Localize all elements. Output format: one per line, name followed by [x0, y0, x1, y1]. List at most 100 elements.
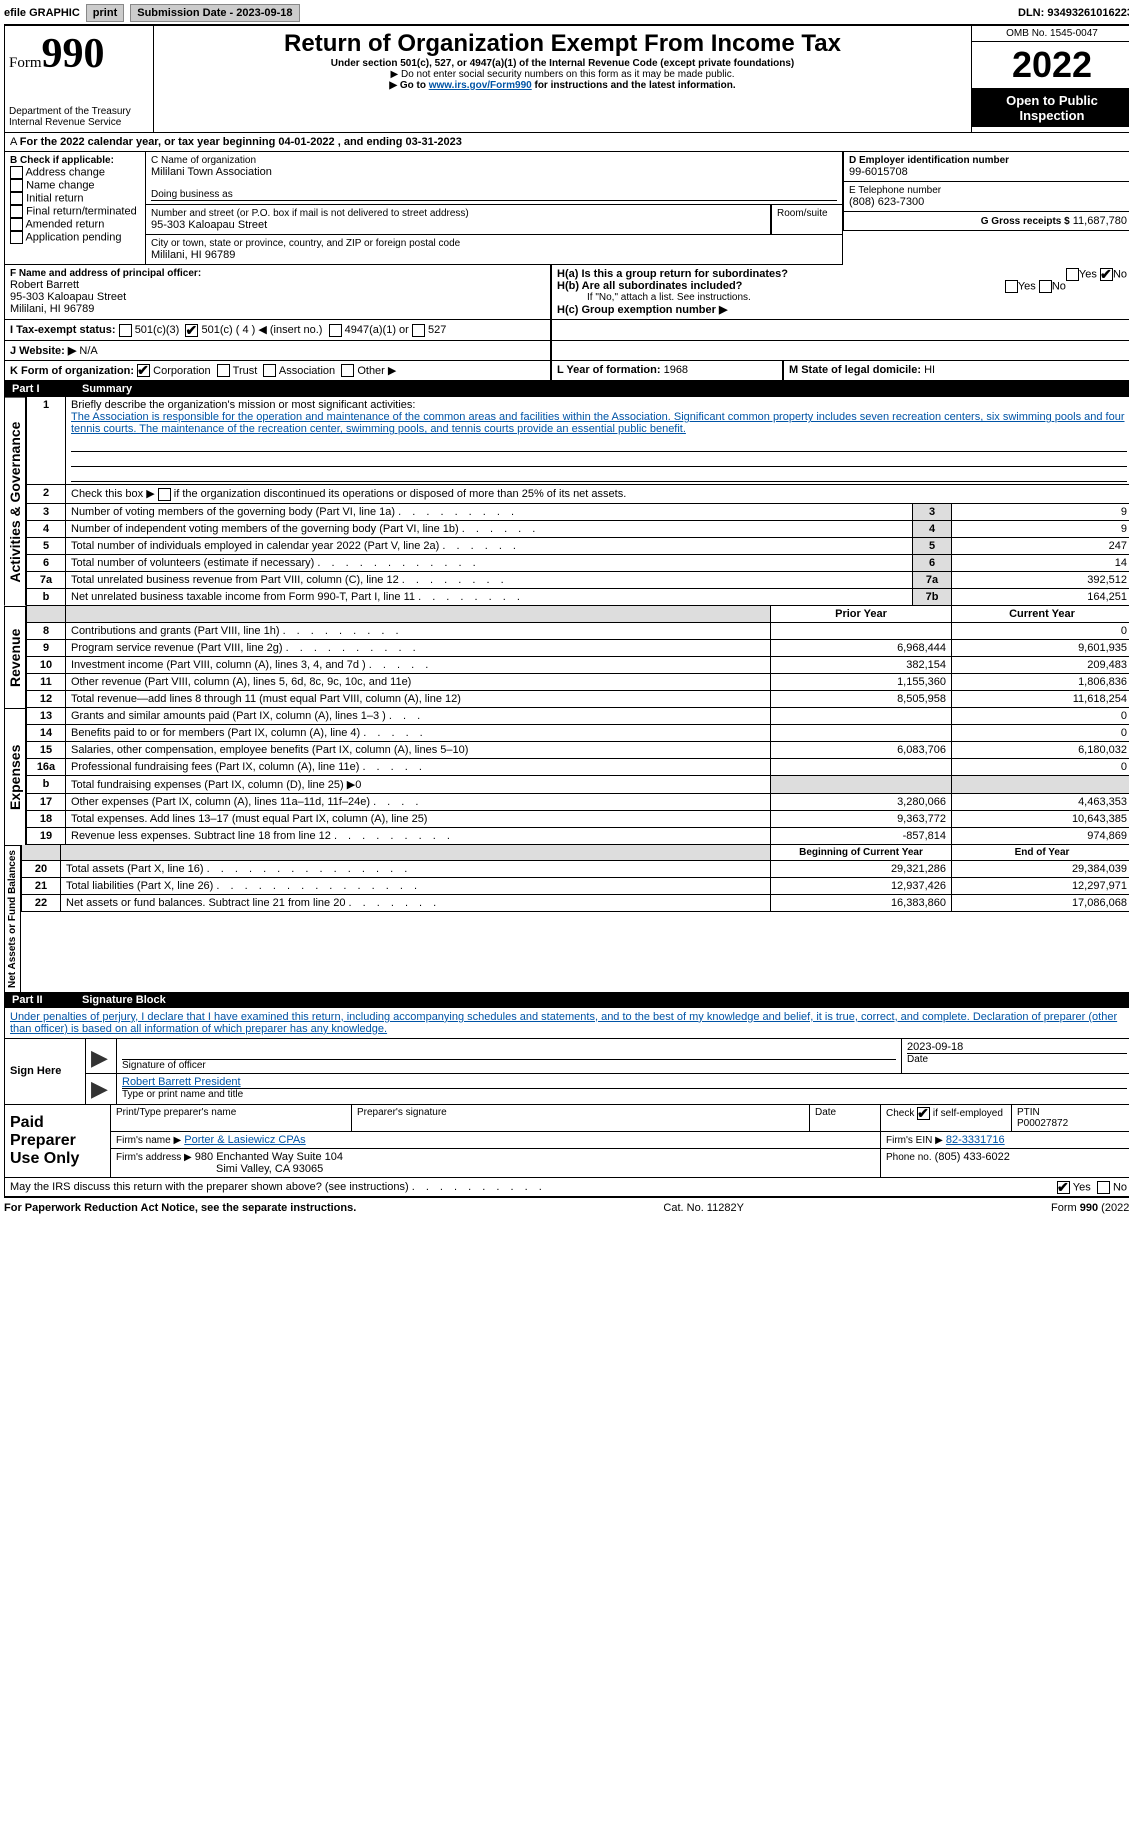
val-10c: 209,483 — [952, 656, 1129, 673]
checkbox-trust[interactable] — [217, 364, 230, 377]
val-21c: 12,297,971 — [952, 877, 1129, 894]
declaration: Under penalties of perjury, I declare th… — [4, 1008, 1129, 1039]
irs-label: Internal Revenue Service — [9, 117, 149, 128]
sign-here-block: Sign Here ▶ Signature of officer 2023-09… — [4, 1039, 1129, 1105]
checkbox-group-no[interactable] — [1100, 268, 1113, 281]
checkbox-initial-return[interactable] — [10, 192, 23, 205]
expenses-table: 13Grants and similar amounts paid (Part … — [26, 708, 1129, 845]
val-10p: 382,154 — [771, 656, 952, 673]
val-4: 9 — [952, 520, 1129, 537]
street-address: 95-303 Kaloapau Street — [151, 219, 765, 231]
form-label: Form — [9, 55, 42, 71]
omb-number: OMB No. 1545-0047 — [972, 26, 1129, 42]
val-14c: 0 — [952, 724, 1129, 741]
checkbox-self-employed[interactable] — [917, 1107, 930, 1120]
topbar: efile GRAPHIC print Submission Date - 20… — [4, 4, 1129, 25]
paid-preparer-block: Paid Preparer Use Only Print/Type prepar… — [4, 1105, 1129, 1178]
val-9p: 6,968,444 — [771, 639, 952, 656]
efile-label: efile GRAPHIC — [4, 7, 80, 19]
city-state-zip: Mililani, HI 96789 — [151, 249, 837, 261]
val-7a: 392,512 — [952, 571, 1129, 588]
checkbox-discontinued[interactable] — [158, 488, 171, 501]
checkbox-group-yes[interactable] — [1066, 268, 1079, 281]
year-formation: 1968 — [664, 364, 688, 376]
telephone: (808) 623-7300 — [849, 196, 1127, 208]
website: N/A — [79, 345, 97, 357]
org-name: Mililani Town Association — [151, 166, 837, 178]
checkbox-4947a1[interactable] — [329, 324, 342, 337]
checkbox-amended-return[interactable] — [10, 218, 23, 231]
part1-bar: Part I Summary — [4, 381, 1129, 397]
part2-bar: Part II Signature Block — [4, 992, 1129, 1008]
ein: 99-6015708 — [849, 166, 1127, 178]
val-16ac: 0 — [952, 758, 1129, 775]
val-17c: 4,463,353 — [952, 793, 1129, 810]
val-22p: 16,383,860 — [771, 894, 952, 911]
val-9c: 9,601,935 — [952, 639, 1129, 656]
val-21p: 12,937,426 — [771, 877, 952, 894]
form-title: Return of Organization Exempt From Incom… — [158, 30, 967, 58]
val-3: 9 — [952, 503, 1129, 520]
firm-phone: (805) 433-6022 — [935, 1151, 1010, 1163]
gross-receipts: 11,687,780 — [1073, 215, 1127, 227]
checkbox-discuss-no[interactable] — [1097, 1181, 1110, 1194]
arrow-icon: ▶ — [91, 1045, 108, 1070]
val-6: 14 — [952, 554, 1129, 571]
val-12p: 8,505,958 — [771, 690, 952, 707]
val-15c: 6,180,032 — [952, 741, 1129, 758]
arrow-icon: ▶ — [91, 1076, 108, 1101]
val-11p: 1,155,360 — [771, 673, 952, 690]
checkbox-other-org[interactable] — [341, 364, 354, 377]
val-22c: 17,086,068 — [952, 894, 1129, 911]
mission-text[interactable]: The Association is responsible for the o… — [71, 411, 1125, 435]
val-7b: 164,251 — [952, 588, 1129, 605]
dept-treasury: Department of the Treasury — [9, 106, 149, 117]
form990-link[interactable]: www.irs.gov/Form990 — [429, 80, 532, 91]
val-18c: 10,643,385 — [952, 810, 1129, 827]
checkbox-501c[interactable] — [185, 324, 198, 337]
firm-ein[interactable]: 82-3331716 — [946, 1134, 1005, 1146]
checkbox-501c3[interactable] — [119, 324, 132, 337]
officer-name: Robert Barrett — [10, 279, 545, 291]
sig-date: 2023-09-18 — [907, 1041, 1127, 1054]
checkbox-final-return[interactable] — [10, 205, 23, 218]
ssn-warning: ▶ Do not enter social security numbers o… — [158, 69, 967, 80]
val-8c: 0 — [952, 622, 1129, 639]
form-subtitle: Under section 501(c), 527, or 4947(a)(1)… — [158, 58, 967, 69]
side-revenue: Revenue — [4, 606, 26, 708]
val-18p: 9,363,772 — [771, 810, 952, 827]
dln: DLN: 93493261016223 — [1018, 7, 1129, 19]
checkbox-subs-yes[interactable] — [1005, 280, 1018, 293]
side-activities-governance: Activities & Governance — [4, 397, 26, 606]
val-20c: 29,384,039 — [952, 860, 1129, 877]
val-5: 247 — [952, 537, 1129, 554]
val-11c: 1,806,836 — [952, 673, 1129, 690]
val-15p: 6,083,706 — [771, 741, 952, 758]
goto-post: for instructions and the latest informat… — [532, 80, 736, 91]
checkbox-application-pending[interactable] — [10, 231, 23, 244]
officer-print-name[interactable]: Robert Barrett President — [122, 1076, 241, 1088]
net-assets-table: Beginning of Current YearEnd of Year 20T… — [21, 845, 1129, 912]
side-expenses: Expenses — [4, 708, 26, 845]
print-button[interactable]: print — [86, 4, 124, 22]
form-number: 990 — [42, 31, 105, 77]
state-domicile: HI — [924, 364, 935, 376]
checkbox-subs-no[interactable] — [1039, 280, 1052, 293]
checkbox-name-change[interactable] — [10, 179, 23, 192]
submission-date-button[interactable]: Submission Date - 2023-09-18 — [130, 4, 299, 22]
goto-pre: ▶ Go to — [389, 80, 428, 91]
ptin: P00027872 — [1017, 1118, 1068, 1129]
activities-governance-table: 1 Briefly describe the organization's mi… — [26, 397, 1129, 606]
checkbox-discuss-yes[interactable] — [1057, 1181, 1070, 1194]
val-20p: 29,321,286 — [771, 860, 952, 877]
page-footer: For Paperwork Reduction Act Notice, see … — [4, 1197, 1129, 1214]
val-19p: -857,814 — [771, 827, 952, 844]
checkbox-corporation[interactable] — [137, 364, 150, 377]
checkbox-address-change[interactable] — [10, 166, 23, 179]
side-net-assets: Net Assets or Fund Balances — [4, 845, 21, 992]
checkbox-association[interactable] — [263, 364, 276, 377]
open-public-badge: Open to Public Inspection — [972, 89, 1129, 127]
tax-year: 2022 — [972, 42, 1129, 89]
firm-name[interactable]: Porter & Lasiewicz CPAs — [184, 1134, 305, 1146]
checkbox-527[interactable] — [412, 324, 425, 337]
